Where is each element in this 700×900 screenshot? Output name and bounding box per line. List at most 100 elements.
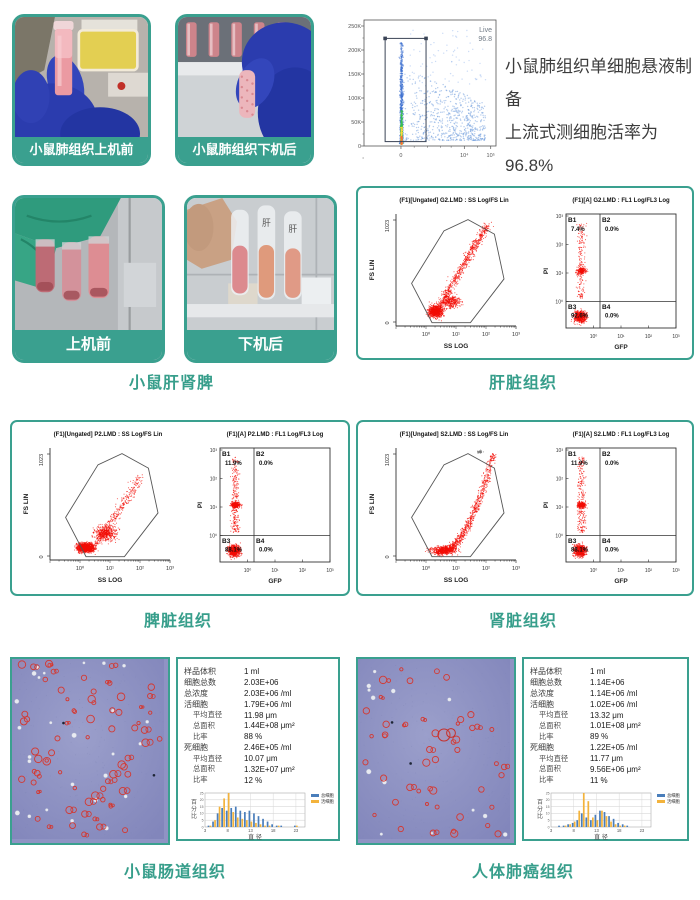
svg-text:250K: 250K	[348, 24, 361, 30]
stat-value: 10.07 μm	[244, 754, 278, 764]
stat-label: 活细胞	[184, 699, 208, 709]
counter-panel-lung-cancer: 样品体积 1 ml 细胞总数 1.14E+06 总浓度 1.14E+06 /ml 活细胞 1.…	[522, 657, 689, 841]
stat-row: 总面积 9.56E+06 μm²	[530, 764, 683, 775]
svg-text:10⁵: 10⁵	[487, 152, 495, 159]
stat-label: 平均直径	[193, 753, 223, 763]
stat-row: 比率 11 %	[530, 775, 683, 786]
stat-label: 总面积	[193, 720, 215, 730]
svg-text:FS LIN: FS LIN	[369, 259, 376, 280]
description-line-2: 上流式测细胞活率为96.8%	[505, 123, 658, 175]
stat-label: 总浓度	[184, 688, 208, 698]
svg-text:10¹: 10¹	[106, 566, 114, 572]
stat-value: 12 %	[244, 775, 263, 785]
svg-text:肝: 肝	[262, 218, 271, 228]
stat-value: 1.44E+08 μm²	[244, 721, 295, 731]
svg-text:(F1)[A] G2.LMD : FL1 Log/FL3 L: (F1)[A] G2.LMD : FL1 Log/FL3 Log	[572, 198, 670, 204]
photo-card-tubes-before: 上机前	[12, 195, 165, 363]
stat-row: 细胞总数 1.14E+06	[530, 677, 683, 688]
stat-value: 2.03E+06	[244, 677, 279, 687]
stat-value: 1.02E+06 /ml	[590, 699, 638, 709]
stat-row: 总面积 1.32E+07 μm²	[184, 764, 334, 775]
svg-text:10²: 10²	[482, 332, 490, 338]
caption-liver-tissue: 肝脏组织	[488, 375, 557, 392]
svg-text:10¹: 10¹	[617, 334, 625, 340]
photo-card-tubes-after: 肝肝 下机后	[184, 195, 337, 363]
svg-text:0.0%: 0.0%	[605, 314, 619, 320]
svg-text:92.6%: 92.6%	[571, 314, 589, 320]
svg-text:SS LOG: SS LOG	[98, 577, 123, 584]
svg-text:0.0%: 0.0%	[605, 227, 619, 233]
stat-label: 死细胞	[530, 743, 554, 753]
svg-text:50K: 50K	[351, 120, 361, 126]
stat-row: 活细胞 1.79E+06 /ml	[184, 699, 334, 710]
micro-image-lung-cancer	[356, 657, 516, 845]
stat-label: 平均直径	[539, 710, 569, 719]
stat-row: 比率 88 %	[184, 731, 334, 742]
stat-value: 1.01E+08 μm²	[590, 721, 641, 731]
counter-panel-intestine: 样品体积 1 ml 细胞总数 2.03E+06 总浓度 2.03E+06 /ml 活细胞 1.…	[176, 657, 340, 841]
stat-row: 总浓度 2.03E+06 /ml	[184, 688, 334, 699]
stat-value: 1.22E+05 /ml	[590, 743, 638, 753]
stat-value: 1.14E+06 /ml	[590, 688, 638, 698]
stat-value: 11.98 μm	[244, 710, 277, 720]
svg-text:B1: B1	[568, 217, 577, 224]
stat-value: 2.46E+05 /ml	[244, 743, 292, 753]
svg-text:200K: 200K	[348, 48, 361, 54]
svg-text:150K: 150K	[348, 72, 361, 78]
stat-row: 平均直径 11.77 μm	[530, 753, 683, 764]
svg-text:B4: B4	[602, 304, 611, 311]
svg-text:FS LIN: FS LIN	[23, 493, 30, 514]
photo-label-lung-after: 小鼠肺组织下机后	[178, 137, 311, 163]
stat-row: 总面积 1.01E+08 μm²	[530, 720, 683, 731]
stat-value: 1 ml	[590, 666, 606, 676]
stat-value: 88 %	[244, 732, 263, 742]
flow-plots-spleen: (F1)[Ungated] P2.LMD : SS Log/FS Lin FS L…	[23, 432, 334, 585]
stat-value: 1.32E+07 μm²	[244, 764, 295, 774]
stat-row: 比率 12 %	[184, 775, 334, 786]
photo-card-lung-before: 小鼠肺组织上机前	[12, 14, 151, 166]
svg-text:10²: 10²	[556, 243, 564, 249]
stat-row: 样品体积 1 ml	[530, 666, 683, 677]
live-gate-scatter: 250K 200K 150K 100K 50K 0 0 10⁴ 10⁵ Live 96.8	[348, 19, 497, 159]
caption-liver-kidney-spleen: 小鼠肝肾脾	[128, 375, 214, 392]
svg-text:10⁰: 10⁰	[555, 300, 563, 306]
photo-label-tubes-after: 下机后	[187, 330, 334, 360]
stat-label: 比率	[539, 731, 554, 741]
svg-text:GFP: GFP	[614, 344, 628, 351]
svg-text:0: 0	[39, 555, 45, 558]
svg-text:10³: 10³	[512, 332, 520, 338]
svg-text:10⁰: 10⁰	[422, 331, 431, 338]
photo-label-lung-before: 小鼠肺组织上机前	[15, 137, 148, 163]
stat-label: 活细胞	[530, 699, 554, 709]
svg-text:10¹: 10¹	[556, 271, 564, 277]
caption-spleen-tissue: 脾脏组织	[143, 613, 212, 630]
caption-kidney-tissue: 肾脏组织	[488, 613, 557, 630]
stat-row: 样品体积 1 ml	[184, 666, 334, 677]
stat-label: 比率	[193, 775, 208, 785]
stat-row: 死细胞 2.46E+05 /ml	[184, 742, 334, 753]
stat-label: 总面积	[193, 764, 215, 774]
stat-label: 总面积	[539, 764, 561, 774]
caption-lung-cancer: 人体肺癌组织	[471, 864, 574, 881]
stat-value: 1.79E+06 /ml	[244, 699, 292, 709]
svg-text:10¹: 10¹	[452, 332, 460, 338]
svg-text:B3: B3	[568, 304, 577, 311]
svg-text:0: 0	[358, 144, 361, 150]
stat-row: 比率 89 %	[530, 731, 683, 742]
stat-label: 样品体积	[530, 666, 562, 676]
counter-rows-intestine: 样品体积 1 ml 细胞总数 2.03E+06 总浓度 2.03E+06 /ml 活细胞 1.…	[184, 666, 334, 786]
svg-text:肝: 肝	[288, 224, 297, 234]
description-line-1: 小鼠肺组织单细胞悬液制备	[505, 57, 692, 109]
svg-text:0: 0	[385, 321, 391, 324]
micro-image-intestine	[10, 657, 170, 845]
stat-value: 11.77 μm	[590, 754, 623, 764]
stat-label: 细胞总数	[530, 677, 562, 687]
micro-svg-intestine	[12, 659, 164, 839]
svg-text:0: 0	[399, 153, 402, 159]
caption-intestine: 小鼠肠道组织	[123, 864, 226, 881]
stat-label: 平均直径	[539, 753, 569, 763]
flow-box-kidney: (F1)[Ungated] S2.LMD : SS Log/FS Lin FS L…	[356, 420, 694, 596]
